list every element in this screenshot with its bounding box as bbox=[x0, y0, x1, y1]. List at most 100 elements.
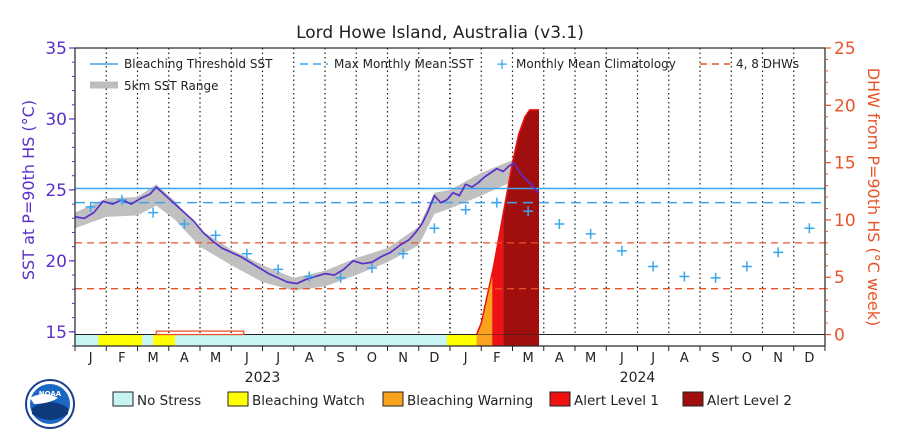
month-label-22: N bbox=[773, 351, 783, 366]
climatology-point-7 bbox=[304, 271, 315, 282]
month-label-17: J bbox=[619, 351, 624, 366]
month-label-11: D bbox=[429, 351, 439, 366]
tick-label-right-20: 20 bbox=[834, 96, 856, 116]
year-label-2024: 2024 bbox=[620, 370, 656, 386]
climatology-point-6 bbox=[273, 264, 284, 275]
month-label-16: M bbox=[585, 351, 596, 366]
stress-legend: No Stress Bleaching Watch Bleaching Warnin… bbox=[112, 391, 792, 409]
climatology-point-1 bbox=[116, 194, 127, 205]
tick-label-right-5: 5 bbox=[834, 268, 845, 288]
month-label-9: O bbox=[367, 351, 377, 366]
climatology-point-8 bbox=[335, 272, 346, 283]
stress-bar-segment-6 bbox=[476, 334, 493, 346]
climatology-point-16 bbox=[585, 228, 596, 239]
month-label-19: A bbox=[680, 351, 689, 366]
month-label-1: F bbox=[118, 351, 125, 366]
climatology-point-4 bbox=[210, 230, 221, 241]
climatology-point-0 bbox=[85, 201, 96, 212]
tick-label-left-25: 25 bbox=[45, 181, 67, 201]
climatology-point-10 bbox=[398, 248, 409, 259]
climatology-point-19 bbox=[679, 271, 690, 282]
stress-bar-segment-0 bbox=[75, 334, 99, 346]
tick-label-right-25: 25 bbox=[834, 39, 856, 59]
stress-legend-swatch-alert1 bbox=[549, 391, 571, 407]
month-label-14: M bbox=[523, 351, 534, 366]
tick-label-left-15: 15 bbox=[45, 323, 67, 343]
noaa-logo-text: NOAA bbox=[39, 390, 62, 398]
stress-legend-swatch-no_stress bbox=[112, 391, 134, 407]
stress-legend-label-alert2: Alert Level 2 bbox=[707, 393, 792, 409]
month-label-13: F bbox=[493, 351, 500, 366]
dhw-fill-alert1 bbox=[492, 109, 504, 335]
legend-threshold-label: Bleaching Threshold SST bbox=[124, 57, 273, 71]
climatology-point-23 bbox=[804, 223, 815, 234]
month-label-12: J bbox=[463, 351, 468, 366]
y-axis-label-right: DHW from P=90th HS (°C week) bbox=[864, 68, 883, 327]
stress-bar-segment-1 bbox=[98, 334, 143, 346]
climatology-point-2 bbox=[148, 207, 159, 218]
stress-legend-swatch-warning bbox=[382, 391, 404, 407]
climatology-point-12 bbox=[460, 204, 471, 215]
year-label-2023: 2023 bbox=[245, 370, 281, 386]
axes: 15 20 25 30 35 0 5 10 15 20 25 J F M A M J J A S O N D J F M A M J J A… bbox=[45, 39, 855, 386]
chart-title: Lord Howe Island, Australia (v3.1) bbox=[296, 23, 584, 43]
climatology-point-13 bbox=[491, 197, 502, 208]
climatology-point-18 bbox=[648, 261, 659, 272]
climatology-point-21 bbox=[741, 261, 752, 272]
climatology-point-15 bbox=[554, 218, 565, 229]
climatology-point-20 bbox=[710, 272, 721, 283]
climatology-point-22 bbox=[773, 247, 784, 258]
stress-legend-label-warning: Bleaching Warning bbox=[407, 393, 533, 409]
month-label-2: M bbox=[148, 351, 159, 366]
climatology-point-3 bbox=[179, 218, 190, 229]
stress-legend-swatch-alert2 bbox=[682, 391, 704, 407]
tick-label-right-15: 15 bbox=[834, 154, 856, 174]
sst-line bbox=[74, 162, 540, 285]
month-label-0: J bbox=[88, 351, 93, 366]
month-label-4: M bbox=[210, 351, 221, 366]
month-label-5: J bbox=[244, 351, 249, 366]
month-label-18: J bbox=[650, 351, 655, 366]
dhw-fill-alert2 bbox=[503, 109, 540, 335]
stress-legend-label-alert1: Alert Level 1 bbox=[574, 393, 659, 409]
stress-bar-segment-7 bbox=[492, 334, 504, 346]
climatology-point-11 bbox=[429, 223, 440, 234]
stress-bar-segment-2 bbox=[142, 334, 154, 346]
legend-climatology-marker: + bbox=[496, 55, 509, 73]
legend-range-label: 5km SST Range bbox=[124, 79, 219, 93]
month-label-23: D bbox=[804, 351, 814, 366]
month-label-6: J bbox=[275, 351, 280, 366]
y-axis-label-left: SST at P=90th HS (°C) bbox=[19, 100, 38, 280]
tick-label-right-0: 0 bbox=[834, 326, 845, 346]
tick-label-right-10: 10 bbox=[834, 211, 856, 231]
legend-climatology-label: Monthly Mean Climatology bbox=[516, 57, 676, 71]
stress-bar-segment-4 bbox=[175, 334, 447, 346]
climatology-point-5 bbox=[241, 248, 252, 259]
tick-label-left-20: 20 bbox=[45, 252, 67, 272]
month-label-10: N bbox=[398, 351, 408, 366]
climatology-point-17 bbox=[616, 245, 627, 256]
month-label-3: A bbox=[180, 351, 189, 366]
stress-legend-label-no_stress: No Stress bbox=[137, 393, 201, 409]
climatology-point-9 bbox=[366, 262, 377, 273]
month-label-20: S bbox=[711, 351, 719, 366]
dhw-line bbox=[475, 109, 540, 335]
month-label-21: O bbox=[742, 351, 752, 366]
stress-bar-segment-8 bbox=[503, 334, 540, 346]
stress-bar-segment-3 bbox=[153, 334, 175, 346]
stress-bar-segment-5 bbox=[446, 334, 477, 346]
month-label-15: A bbox=[555, 351, 564, 366]
legend-top: Bleaching Threshold SST Max Monthly Mean… bbox=[90, 55, 799, 93]
sst-range-band bbox=[75, 160, 540, 291]
legend-dhw-label: 4, 8 DHWs bbox=[736, 57, 799, 71]
legend-mmm-label: Max Monthly Mean SST bbox=[334, 57, 474, 71]
climatology-point-14 bbox=[523, 206, 534, 217]
month-label-8: S bbox=[336, 351, 344, 366]
month-label-7: A bbox=[305, 351, 314, 366]
stress-legend-label-watch: Bleaching Watch bbox=[252, 393, 365, 409]
noaa-logo: NOAA bbox=[25, 379, 75, 429]
stress-legend-swatch-watch bbox=[227, 391, 249, 407]
tick-label-left-35: 35 bbox=[45, 39, 67, 59]
tick-label-left-30: 30 bbox=[45, 110, 67, 130]
